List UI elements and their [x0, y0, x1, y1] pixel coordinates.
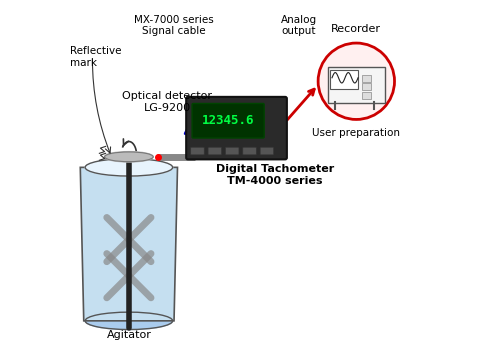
Ellipse shape: [85, 312, 173, 329]
FancyBboxPatch shape: [361, 92, 371, 99]
FancyBboxPatch shape: [191, 147, 204, 155]
FancyBboxPatch shape: [330, 70, 359, 89]
Ellipse shape: [105, 152, 153, 162]
FancyBboxPatch shape: [186, 97, 287, 159]
Text: Optical detector
LG-9200: Optical detector LG-9200: [122, 91, 212, 113]
Ellipse shape: [89, 183, 169, 199]
Text: User preparation: User preparation: [312, 128, 400, 138]
Text: 12345.6: 12345.6: [202, 114, 254, 127]
FancyBboxPatch shape: [226, 147, 239, 155]
FancyBboxPatch shape: [361, 75, 371, 82]
FancyBboxPatch shape: [328, 66, 385, 103]
Circle shape: [318, 43, 395, 119]
FancyBboxPatch shape: [208, 147, 222, 155]
Text: Reflective
mark: Reflective mark: [70, 46, 121, 68]
Ellipse shape: [85, 159, 173, 176]
Text: MX-7000 series
Signal cable: MX-7000 series Signal cable: [134, 15, 214, 36]
FancyBboxPatch shape: [361, 83, 371, 90]
Polygon shape: [80, 167, 178, 321]
Text: Digital Tachometer
TM-4000 series: Digital Tachometer TM-4000 series: [216, 164, 334, 186]
Text: Recorder: Recorder: [331, 24, 381, 34]
FancyBboxPatch shape: [243, 147, 256, 155]
FancyBboxPatch shape: [192, 104, 264, 138]
Text: Analog
output: Analog output: [281, 15, 317, 36]
Text: Agitator: Agitator: [107, 330, 151, 340]
FancyBboxPatch shape: [260, 147, 274, 155]
